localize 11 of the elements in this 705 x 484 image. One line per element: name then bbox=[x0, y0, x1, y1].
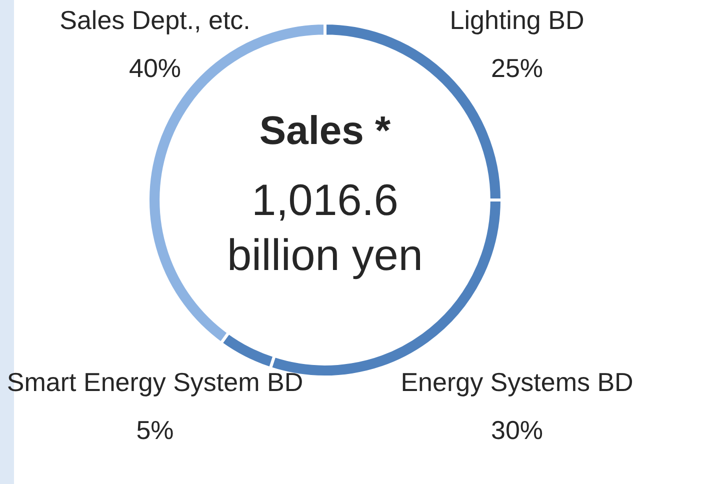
slice-label: Smart Energy System BD bbox=[6, 367, 304, 398]
slice-label: Sales Dept., etc. bbox=[60, 5, 250, 36]
text: billion yen bbox=[227, 231, 423, 280]
slice-label: Lighting BD bbox=[450, 5, 584, 36]
data-label: 40% bbox=[128, 53, 182, 84]
data-label: 5% bbox=[136, 415, 174, 446]
text: Sales * bbox=[259, 109, 392, 154]
slice-label: Energy Systems BD bbox=[400, 367, 634, 398]
data-label: 25% bbox=[490, 53, 544, 84]
text: 1,016.6 bbox=[252, 176, 398, 226]
data-label: 30% bbox=[490, 415, 544, 446]
